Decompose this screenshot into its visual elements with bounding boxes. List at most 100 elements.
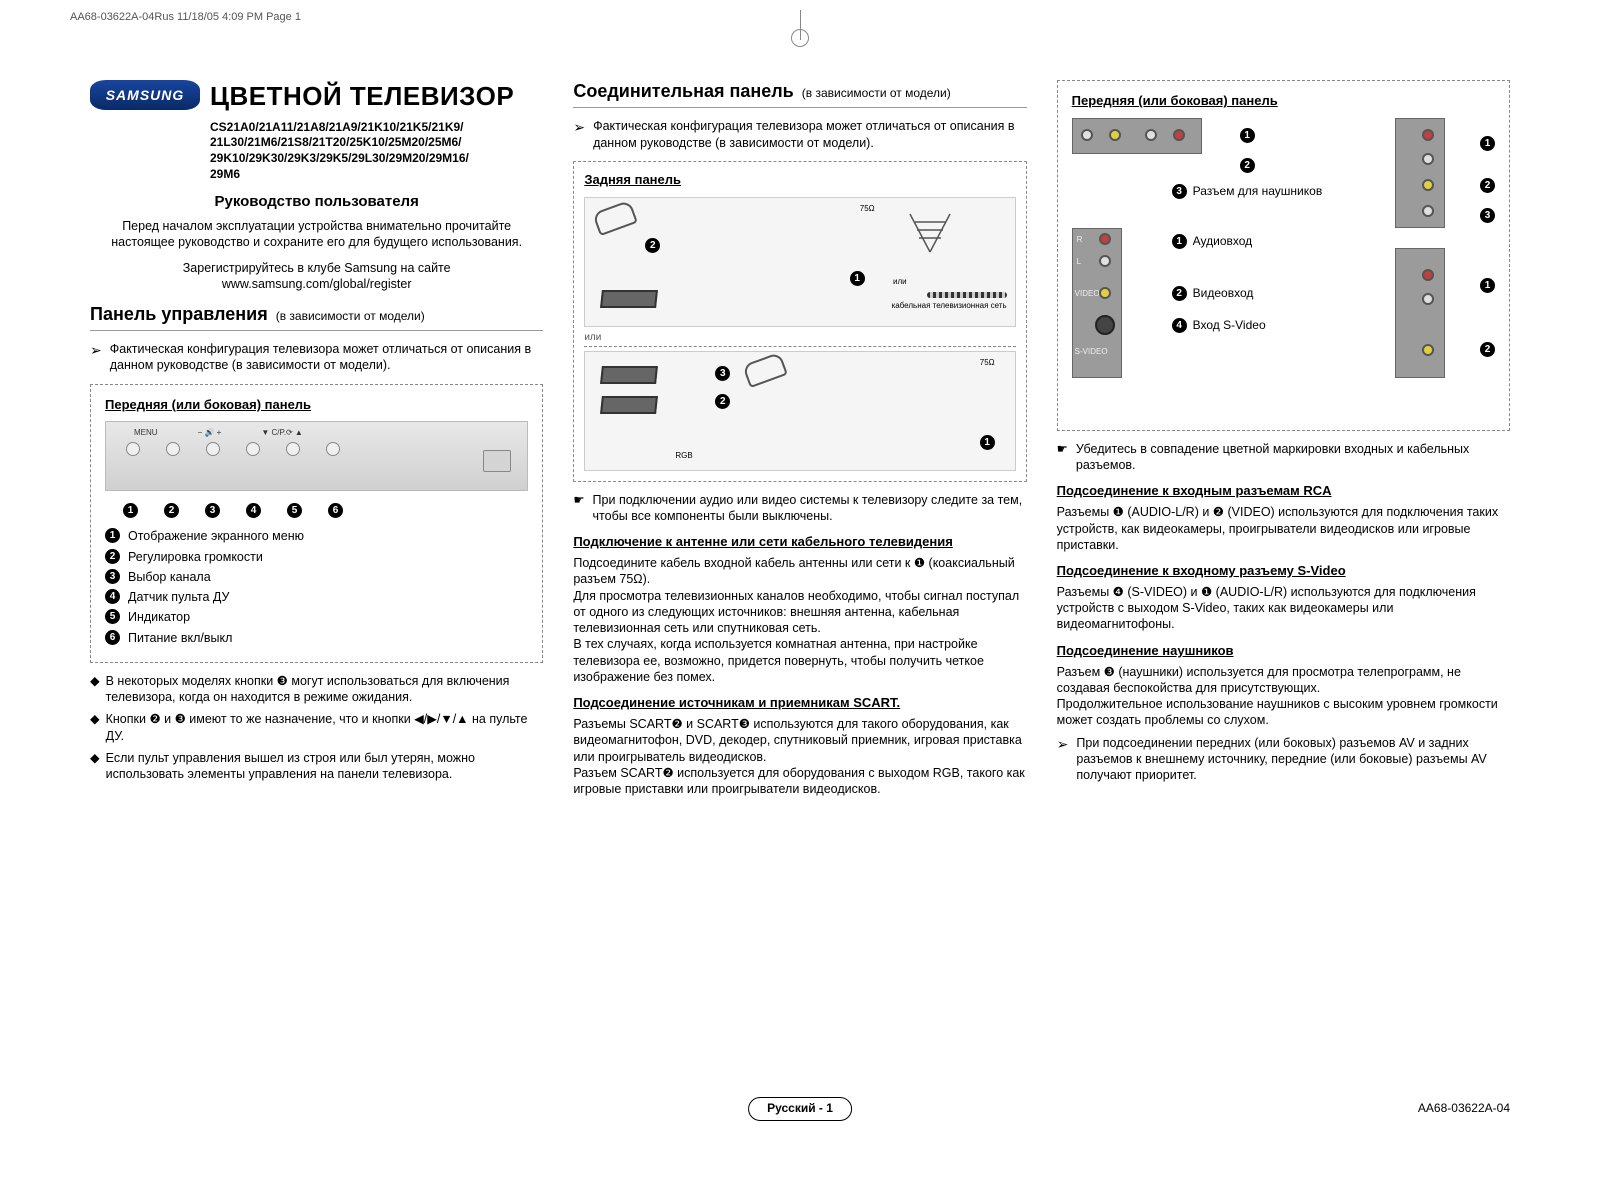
io-block-bottom-right [1395,248,1445,378]
l-label: L [1077,257,1081,267]
legend-3: Выбор канала [128,569,211,585]
knob-icon [326,442,340,456]
num-1-icon: 1 [105,528,120,543]
volume-label: − 🔊 + [198,428,222,438]
doc-code: AA68-03622A-04 [1418,1101,1510,1117]
priority-note-text: При подсоединении передних (или боковых)… [1076,735,1510,784]
video-jack-icon [1422,179,1434,191]
num-2-icon: 2 [164,503,179,518]
front-panel-notes: В некоторых моделях кнопки ❸ могут испол… [90,673,543,783]
num-2-icon: 2 [645,238,660,253]
legend-list: 1Отображение экранного меню 2Регулировка… [105,528,528,646]
coax-label: 75Ω [860,204,875,214]
num-2-icon: 2 [105,549,120,564]
config-note-2: Фактическая конфигурация телевизора може… [573,118,1026,151]
num-1-icon: 1 [123,503,138,518]
num-6-icon: 6 [328,503,343,518]
legend-2: Регулировка громкости [128,549,263,565]
audio-l-jack-icon [1422,153,1434,165]
channel-label: ▼ C/P.⟳ ▲ [261,428,303,438]
num-2-icon: 2 [1480,178,1495,193]
svideo-jack-icon [1095,315,1115,335]
num-2-icon: 2 [1240,158,1255,173]
crop-mark-icon [785,10,815,40]
hp-body: Разъем ❸ (наушники) используется для про… [1057,664,1510,729]
num-6-icon: 6 [105,630,120,645]
note-3: Если пульт управления вышел из строя или… [106,750,544,783]
scart-port-icon [600,396,658,414]
audio-r-jack-icon [1173,129,1185,141]
svideo-in-callout: Вход S-Video [1193,318,1266,334]
print-header: AA68-03622A-04Rus 11/18/05 4:09 PM Page … [70,10,301,24]
main-title: ЦВЕТНОЙ ТЕЛЕВИЗОР [210,80,514,114]
rear-illus-2: 3 2 RGB 75Ω 1 [584,351,1015,471]
menu-label: MENU [134,428,158,438]
audio-r-jack-icon [1422,269,1434,281]
rca-body: Разъемы ❶ (AUDIO-L/R) и ❷ (VIDEO) исполь… [1057,504,1510,553]
av-off-note-text: При подключении аудио или видео системы … [593,492,1027,525]
video-jack-icon [1099,287,1111,299]
num-1-icon: 1 [1240,128,1255,143]
antenna-heading: Подключение к антенне или сети кабельног… [573,534,1026,551]
page-footer: Русский - 1 AA68-03622A-04 [90,1101,1510,1117]
front-panel-box-title: Передняя (или боковая) панель [105,397,528,414]
rca-heading: Подсоединение к входным разъемам RCA [1057,483,1510,500]
coax-label-2: 75Ω [980,358,995,368]
num-3-icon: 3 [715,366,730,381]
side-panel-illustration: 1 2 3Разъем для наушников R L VIDEO S-VI… [1072,118,1495,408]
model-list: CS21A0/21A11/21A8/21A9/21K10/21K5/21K9/ … [210,120,543,182]
num-1-icon: 1 [1480,278,1495,293]
scart-heading: Подсоединение источникам и приемникам SC… [573,695,1026,712]
io-block-bottom-left: R L VIDEO S-VIDEO [1072,228,1122,378]
audio-l-jack-icon [1422,293,1434,305]
antenna-body: Подсоедините кабель входной кабель антен… [573,555,1026,685]
knob-icon [246,442,260,456]
control-panel-note: (в зависимости от модели) [276,309,425,325]
num-4-icon: 4 [105,589,120,604]
video-in-callout: Видеовход [1193,286,1254,302]
config-note-1-text: Фактическая конфигурация телевизора може… [110,341,544,374]
rear-illus-1: 2 75Ω 1 или кабельная телевизионная сеть [584,197,1015,327]
ir-window-icon [483,450,511,472]
or-label-inline: или [893,277,907,287]
legend-4: Датчик пульта ДУ [128,589,229,605]
cable-net-label: кабельная телевизионная сеть [892,301,1007,311]
samsung-logo: SAMSUNG [90,80,200,110]
num-2-icon: 2 [715,394,730,409]
hand-icon [745,358,815,398]
r-label: R [1077,235,1083,245]
scart-body: Разъемы SCART❷ и SCART❸ используются для… [573,716,1026,797]
io-block-top-left [1072,118,1202,154]
config-note-2-text: Фактическая конфигурация телевизора може… [593,118,1027,151]
num-5-icon: 5 [287,503,302,518]
num-2-icon: 2 [1480,342,1495,357]
note-1: В некоторых моделях кнопки ❸ могут испол… [106,673,544,706]
page-number-badge: Русский - 1 [748,1097,852,1121]
num-4-icon: 4 [246,503,261,518]
audio-l-jack-icon [1145,129,1157,141]
num-4-icon: 4 [1172,318,1187,333]
num-3-icon: 3 [105,569,120,584]
control-panel-title: Панель управления [90,303,268,326]
intro-text: Перед началом эксплуатации устройства вн… [90,218,543,251]
cable-icon [927,292,1007,298]
rear-panel-box: Задняя панель 2 75Ω 1 или кабельная теле… [573,161,1026,482]
color-match-note: Убедитесь в совпадение цветной маркировк… [1057,441,1510,474]
video-jack-icon [1422,344,1434,356]
svideo-label: S-VIDEO [1075,347,1108,357]
av-off-note: При подключении аудио или видео системы … [573,492,1026,525]
audio-in-callout: Аудиовход [1193,234,1253,250]
num-1-icon: 1 [850,271,865,286]
user-guide-heading: Руководство пользователя [90,192,543,212]
scart-port-icon [600,290,658,308]
hp-heading: Подсоединение наушников [1057,643,1510,660]
register-text: Зарегистрируйтесь в клубе Samsung на сай… [90,260,543,293]
video-label: VIDEO [1075,289,1100,299]
video-jack-icon [1109,129,1121,141]
num-2-icon: 2 [1172,286,1187,301]
io-block-top-right [1395,118,1445,228]
column-middle: Соединительная панель (в зависимости от … [573,80,1026,803]
front-panel-box: Передняя (или боковая) панель MENU − 🔊 +… [90,384,543,663]
rear-panel-title: Задняя панель [584,172,1015,189]
audio-r-jack-icon [1422,129,1434,141]
